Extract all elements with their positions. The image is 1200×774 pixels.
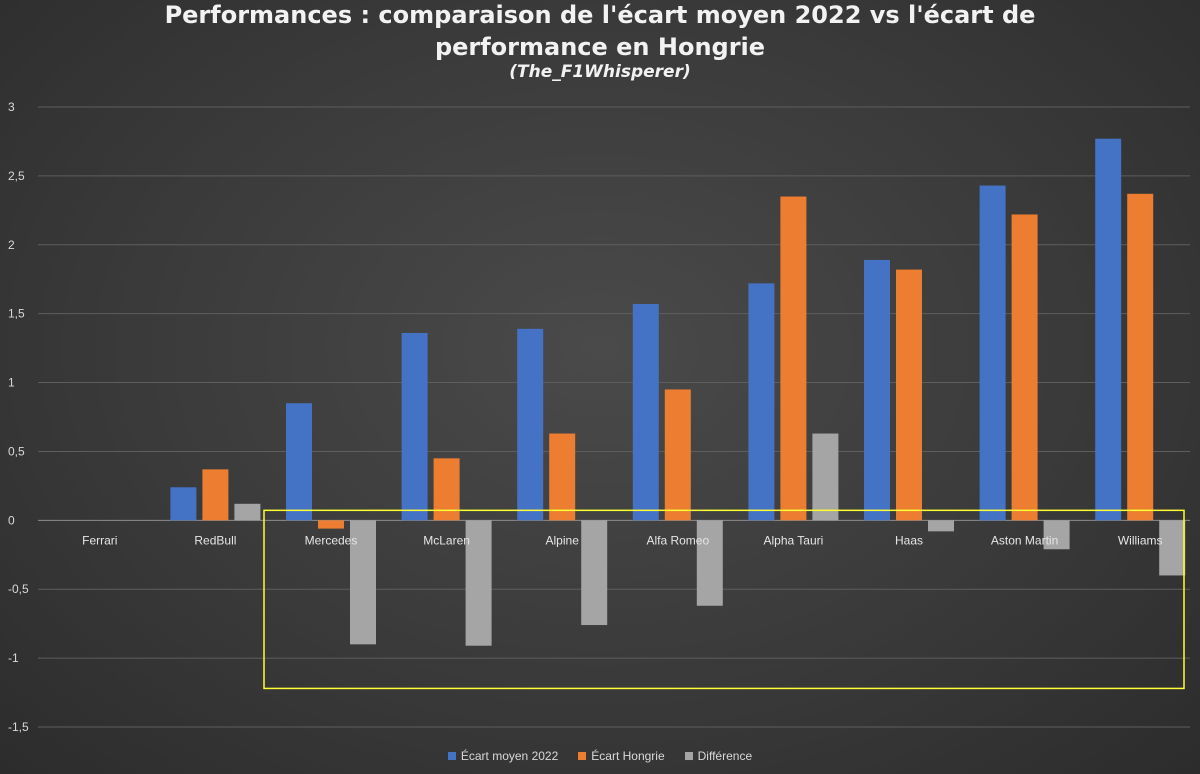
x-category-label: Aston Martin [991, 533, 1058, 547]
bar-2-mercedes [318, 520, 344, 529]
bar-3-alpine [581, 520, 608, 626]
bar-3-alpha-tauri [812, 433, 839, 521]
bar-3-aston-martin [1043, 520, 1070, 550]
bar-2-alpha-tauri [780, 196, 807, 521]
bar-2-alfa-romeo [664, 389, 691, 521]
chart-title: Performances : comparaison de l'écart mo… [0, 0, 1200, 63]
legend-swatch-2 [578, 752, 587, 760]
y-tick-label: 0,5 [8, 444, 25, 458]
bar-3-haas [928, 520, 954, 532]
bar-1-mclaren [401, 332, 428, 521]
legend-item-series-2: Écart Hongrie [578, 749, 665, 763]
x-category-label: Williams [1118, 533, 1163, 547]
bar-1-haas [864, 259, 890, 521]
y-tick-label: -1,5 [8, 720, 29, 734]
legend-label-3: Différence [697, 749, 753, 763]
bar-1-alpha-tauri [748, 283, 775, 521]
chart-subtitle: (The_F1Whisperer) [509, 62, 691, 82]
legend-swatch-1 [447, 752, 456, 760]
legend-item-series-1: Écart moyen 2022 [447, 749, 559, 763]
x-category-label: McLaren [423, 533, 470, 547]
x-category-label: Alfa Romeo [646, 533, 709, 547]
bar-1-williams [1095, 138, 1122, 521]
y-tick-label: 3 [8, 100, 15, 114]
chart-title-line2: performance en Hongrie [434, 33, 766, 61]
bar-2-redbull [202, 469, 229, 521]
bar-2-aston-martin [1011, 214, 1038, 521]
bar-2-williams [1127, 193, 1154, 521]
bar-3-mercedes [350, 520, 376, 645]
bar-1-alpine [517, 328, 544, 521]
x-category-label: Alpine [546, 533, 580, 547]
y-tick-label: 2 [8, 238, 15, 252]
bar-2-haas [896, 269, 922, 521]
bar-1-redbull [170, 487, 197, 521]
y-tick-label: 2,5 [8, 169, 25, 183]
bar-2-alpine [549, 433, 576, 521]
y-tick-label: 0 [8, 513, 15, 527]
chart-title-line1: Performances : comparaison de l'écart mo… [164, 1, 1036, 29]
legend-label-1: Écart moyen 2022 [460, 749, 559, 763]
y-tick-label: -1 [8, 651, 19, 665]
y-tick-label: -0,5 [8, 582, 29, 596]
y-tick-label: 1,5 [8, 307, 25, 321]
x-category-label: Haas [895, 533, 923, 547]
bar-1-aston-martin [979, 185, 1006, 521]
x-category-label: RedBull [194, 533, 236, 547]
y-tick-label: 1 [8, 376, 15, 390]
bar-3-williams [1159, 520, 1186, 576]
highlight-box [263, 509, 1185, 690]
legend: Écart moyen 2022 Écart Hongrie Différenc… [0, 749, 1200, 763]
bar-3-alfa-romeo [696, 520, 723, 606]
bar-1-alfa-romeo [632, 304, 659, 521]
legend-swatch-3 [684, 752, 693, 760]
x-category-label: Ferrari [82, 533, 117, 547]
x-category-label: Alpha Tauri [763, 533, 823, 547]
legend-label-2: Écart Hongrie [591, 749, 665, 763]
bar-3-mclaren [465, 520, 492, 646]
bar-3-redbull [234, 503, 261, 521]
x-category-label: Mercedes [305, 533, 358, 547]
legend-item-series-3: Différence [684, 749, 753, 763]
bar-1-mercedes [286, 403, 312, 521]
